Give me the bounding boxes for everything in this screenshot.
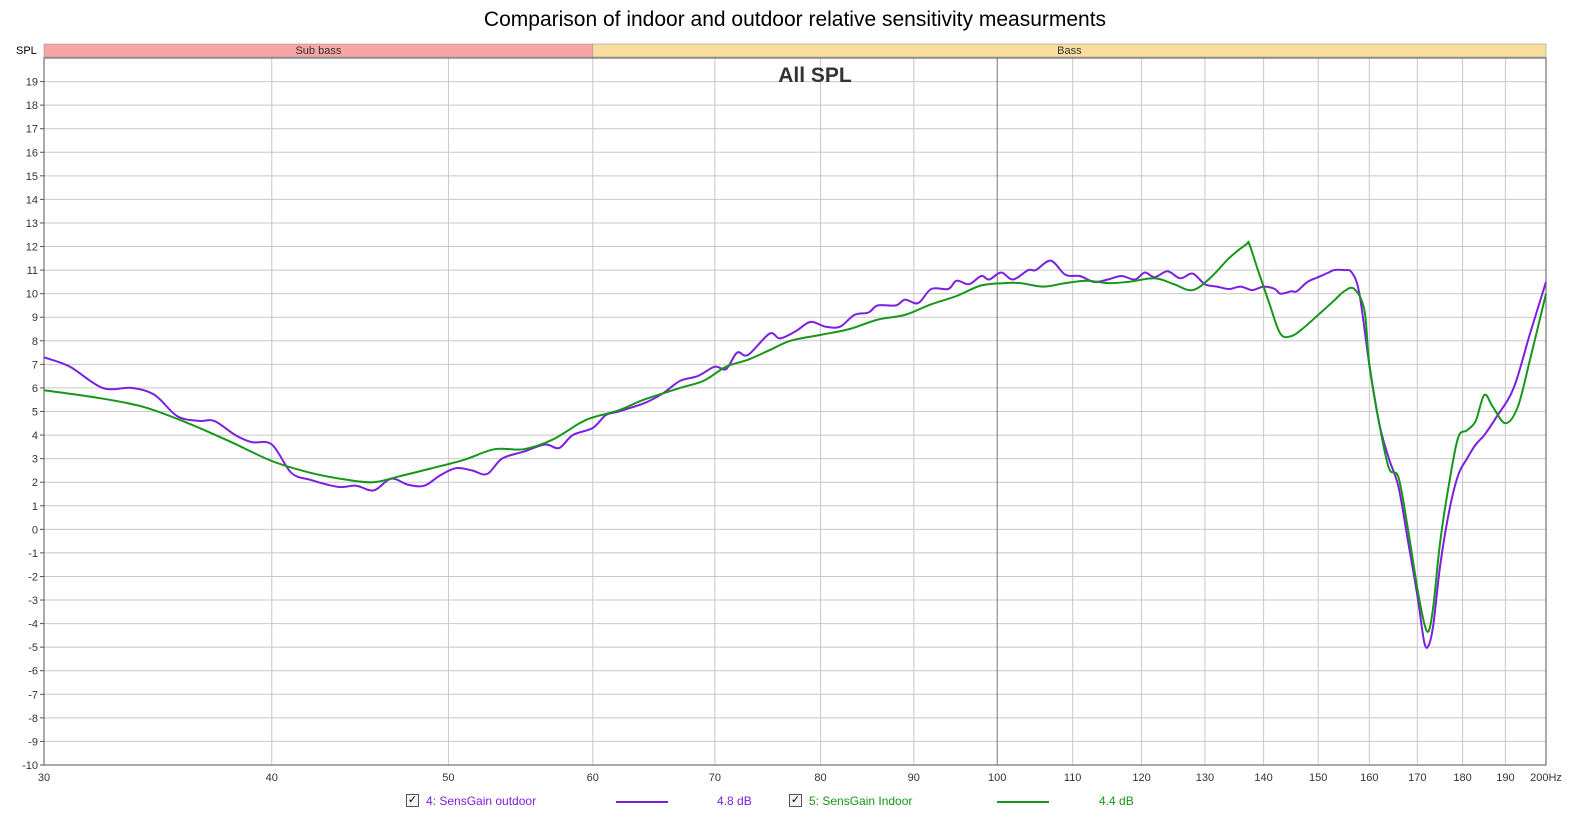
y-tick-label: 0 xyxy=(32,524,38,536)
legend-value-indoor: 4.4 dB xyxy=(1099,794,1134,808)
y-tick-labels: -10-9-8-7-6-5-4-3-2-10123456789101112131… xyxy=(22,77,44,772)
y-tick-label: 4 xyxy=(32,430,38,442)
y-tick-label: -5 xyxy=(28,642,38,654)
legend-indoor: ✓ 5: SensGain Indoor 4.4 dB xyxy=(789,792,1149,812)
x-tick-labels: 30 40 50 60 70 80 90 100 110 120 130 140 150 160 170 18… xyxy=(38,772,1562,784)
band-bass xyxy=(592,43,1547,58)
y-tick-label: -1 xyxy=(28,548,38,560)
y-tick-label: 18 xyxy=(26,100,38,112)
x-tick-label: 110 xyxy=(1064,772,1082,784)
y-axis-label: SPL xyxy=(16,45,37,57)
x-tick-label: 120 xyxy=(1132,772,1150,784)
x-tick-label: 80 xyxy=(814,772,826,784)
y-tick-label: 2 xyxy=(32,477,38,489)
x-tick-label: 200Hz xyxy=(1530,772,1562,784)
y-tick-label: 15 xyxy=(26,171,38,183)
y-tick-label: -7 xyxy=(28,689,38,701)
y-tick-label: 17 xyxy=(26,124,38,136)
x-tick-label: 90 xyxy=(908,772,920,784)
y-tick-label: -9 xyxy=(28,736,38,748)
chart-subtitle: All SPL xyxy=(778,64,852,87)
legend-label-outdoor: 4: SensGain outdoor xyxy=(426,794,537,808)
x-tick-label: 150 xyxy=(1309,772,1327,784)
series-line-outdoor xyxy=(43,259,1547,649)
x-tick-label: 180 xyxy=(1453,772,1471,784)
y-tick-label: 1 xyxy=(32,501,38,513)
y-tick-label: 7 xyxy=(32,359,38,371)
x-tick-label: 100 xyxy=(988,772,1006,784)
y-tick-label: 3 xyxy=(32,454,38,466)
y-tick-label: -3 xyxy=(28,595,38,607)
y-tick-label: 11 xyxy=(27,265,38,277)
grid-lines xyxy=(44,58,1546,765)
y-tick-label: -2 xyxy=(28,571,38,583)
y-tick-label: -4 xyxy=(28,619,38,631)
x-tick-label: 130 xyxy=(1196,772,1214,784)
x-tick-label: 70 xyxy=(709,772,721,784)
y-tick-label: 8 xyxy=(32,336,38,348)
y-tick-label: 9 xyxy=(32,312,38,324)
y-tick-label: 13 xyxy=(26,218,38,230)
series-line-indoor xyxy=(43,240,1547,633)
y-tick-label: -8 xyxy=(28,713,38,725)
y-tick-label: -10 xyxy=(22,760,38,772)
band-label: Bass xyxy=(1057,45,1082,57)
y-tick-label: 14 xyxy=(26,194,38,206)
y-tick-label: 19 xyxy=(26,77,38,89)
x-tick-label: 160 xyxy=(1360,772,1378,784)
series-lines xyxy=(43,240,1547,649)
legend-outdoor: ✓ 4: SensGain outdoor 4.8 dB xyxy=(406,792,766,812)
y-tick-label: 10 xyxy=(26,289,38,301)
legend-value-outdoor: 4.8 dB xyxy=(717,794,752,808)
chart-title: Comparison of indoor and outdoor relativ… xyxy=(483,8,1107,31)
y-tick-label: 6 xyxy=(32,383,38,395)
x-tick-label: 170 xyxy=(1408,772,1426,784)
band-label: Sub bass xyxy=(295,45,341,57)
legend-swatch-indoor xyxy=(997,801,1049,803)
y-tick-label: 12 xyxy=(26,242,38,254)
x-tick-label: 30 xyxy=(38,772,50,784)
legend-swatch-outdoor xyxy=(616,801,668,803)
x-tick-label: 40 xyxy=(266,772,278,784)
outdoor-series-checkbox[interactable]: ✓ xyxy=(406,794,419,807)
x-tick-label: 50 xyxy=(442,772,454,784)
frequency-bands: Sub bass Bass xyxy=(43,43,1547,58)
y-tick-label: -6 xyxy=(28,666,38,678)
legend-label-indoor: 5: SensGain Indoor xyxy=(809,794,913,808)
x-tick-label: 190 xyxy=(1496,772,1514,784)
y-tick-label: 16 xyxy=(26,147,38,159)
y-tick-label: 5 xyxy=(32,407,38,419)
x-tick-label: 60 xyxy=(587,772,599,784)
x-tick-label: 140 xyxy=(1254,772,1272,784)
indoor-series-checkbox[interactable]: ✓ xyxy=(789,794,802,807)
